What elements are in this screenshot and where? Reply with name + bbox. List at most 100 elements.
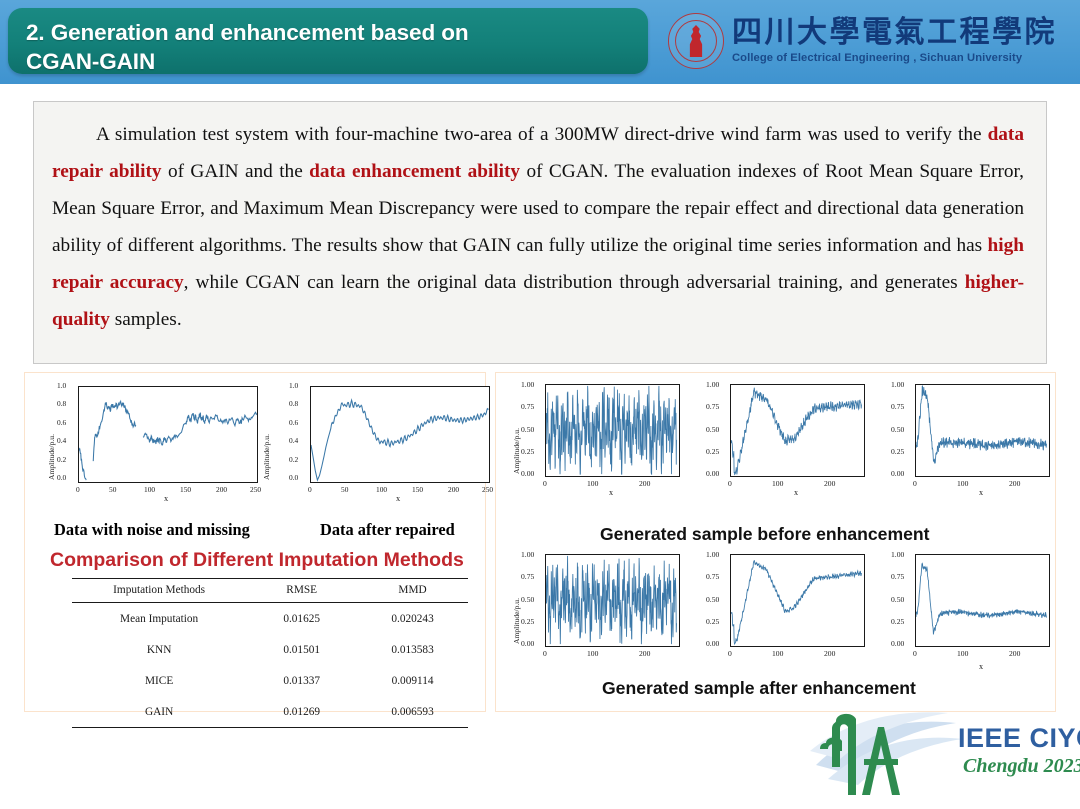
x-tick: 100 <box>587 649 599 658</box>
x-axis-label: x <box>164 494 169 503</box>
y-tick: 0.50 <box>521 424 535 434</box>
x-tick: 0 <box>728 649 732 658</box>
y-tick: 0.2 <box>57 454 67 464</box>
y-axis-label: Amplitude/p.u. <box>47 434 56 480</box>
y-tick: 1.0 <box>57 381 67 390</box>
x-tick: 150 <box>412 485 424 494</box>
line-plot-svg <box>731 385 864 476</box>
chart-before-3: x 1.00 0.75 0.50 0.25 0.00 0 100 200 <box>875 378 1055 513</box>
plot-area <box>545 554 680 647</box>
x-tick: 200 <box>1009 479 1021 488</box>
x-tick: 150 <box>180 485 192 494</box>
y-tick: 0.00 <box>521 469 535 478</box>
y-tick: 0.8 <box>57 399 67 409</box>
x-tick: 0 <box>76 485 80 494</box>
body-text-run: samples. <box>109 309 182 330</box>
y-tick: 0.6 <box>289 417 299 427</box>
column-header-method: Imputation Methods <box>72 578 247 603</box>
y-axis-label: Amplitude/p.u. <box>512 428 521 474</box>
y-tick: 1.00 <box>891 550 905 559</box>
body-text-run: of CGAN. The evaluation indexes of Root … <box>52 161 1024 256</box>
line-plot-svg <box>311 387 489 482</box>
highlight-phrase: high repair accuracy <box>52 235 1024 293</box>
chart-before-1: Amplitude/p.u. x 1.00 0.75 0.50 0.25 0.0… <box>505 378 685 513</box>
x-tick: 100 <box>957 649 969 658</box>
x-tick: 100 <box>772 649 784 658</box>
line-plot-svg <box>546 555 679 646</box>
x-tick: 200 <box>448 485 460 494</box>
line-plot-svg <box>916 555 1049 646</box>
cell-mmd: 0.013583 <box>391 643 434 656</box>
abstract-paragraph: A simulation test system with four-machi… <box>52 116 1024 338</box>
university-seal-icon <box>668 13 724 69</box>
y-tick: 0.00 <box>706 469 720 478</box>
y-tick: 0.00 <box>706 639 720 648</box>
y-tick: 1.00 <box>706 550 720 559</box>
x-tick: 0 <box>728 479 732 488</box>
y-tick: 0.4 <box>57 436 67 446</box>
y-tick: 0.4 <box>289 436 299 446</box>
column-header-rmse: RMSE <box>246 578 358 603</box>
y-tick: 1.00 <box>706 380 720 389</box>
column-header-mmd: MMD <box>357 578 468 603</box>
chart-after-1: Amplitude/p.u. 1.00 0.75 0.50 0.25 0.00 … <box>505 548 685 683</box>
x-tick: 100 <box>772 479 784 488</box>
plot-area <box>915 384 1050 477</box>
y-tick: 1.00 <box>521 550 535 559</box>
y-tick: 0.8 <box>289 399 299 409</box>
y-tick: 0.75 <box>891 572 905 581</box>
y-tick: 0.25 <box>521 617 535 626</box>
cell-method: MICE <box>144 674 174 687</box>
y-tick: 0.75 <box>521 572 535 581</box>
x-axis-label: x <box>396 494 401 503</box>
y-tick: 0.25 <box>706 617 720 626</box>
cell-method: Mean Imputation <box>120 612 199 625</box>
y-tick: 1.0 <box>289 381 299 390</box>
x-tick: 50 <box>109 485 117 494</box>
y-tick: 0.50 <box>521 594 535 604</box>
y-tick: 0.50 <box>891 424 905 434</box>
caption-noisy-missing: Data with noise and missing <box>54 520 250 539</box>
cell-rmse: 0.01337 <box>283 674 321 687</box>
ieee-logo-title: IEEE CIYCEE <box>958 723 1080 753</box>
highlight-phrase: data enhancement ability <box>309 161 521 182</box>
y-tick: 0.25 <box>521 447 535 456</box>
page-title: 2. Generation and enhancement based on C… <box>26 20 469 74</box>
x-axis-label: x <box>794 488 799 497</box>
chart-after-3: x 1.00 0.75 0.50 0.25 0.00 0 100 200 <box>875 548 1055 688</box>
y-tick: 0.00 <box>891 639 905 648</box>
body-text-run: of GAIN and the <box>161 161 310 182</box>
x-tick: 200 <box>639 479 651 488</box>
x-tick: 0 <box>913 649 917 658</box>
x-tick: 200 <box>216 485 228 494</box>
x-tick: 0 <box>543 479 547 488</box>
y-axis-label: Amplitude/p.u. <box>512 598 521 644</box>
y-tick: 0.75 <box>891 402 905 411</box>
slide-title-box: 2. Generation and enhancement based on C… <box>8 8 648 74</box>
x-tick: 250 <box>482 485 494 494</box>
y-tick: 0.50 <box>706 424 720 434</box>
body-text-run: A simulation test system with four-machi… <box>96 124 988 145</box>
table-header-row: Imputation Methods RMSE MMD <box>72 578 468 603</box>
y-tick: 1.00 <box>521 380 535 389</box>
highlight-phrase: higher-quality <box>52 272 1024 330</box>
plot-area <box>78 386 258 483</box>
y-axis-label-right: Amplitude/p.u. <box>262 434 271 480</box>
x-tick: 200 <box>639 649 651 658</box>
cell-rmse: 0.01501 <box>283 643 321 656</box>
y-tick: 0.75 <box>706 402 720 411</box>
table-row: KNN 0.01501 0.013583 <box>72 634 468 665</box>
line-plot-svg <box>916 385 1049 476</box>
table-row: MICE 0.01337 0.009114 <box>72 665 468 696</box>
caption-before-enhancement: Generated sample before enhancement <box>600 524 930 544</box>
ieee-logo-subtitle: Chengdu 2023 <box>963 755 1080 777</box>
x-tick: 200 <box>824 649 836 658</box>
x-tick: 250 <box>250 485 262 494</box>
caption-repaired: Data after repaired <box>320 520 455 539</box>
body-text-run: , while CGAN can learn the original data… <box>183 272 965 293</box>
plot-area <box>730 554 865 647</box>
imputation-comparison-table: Imputation Methods RMSE MMD Mean Imputat… <box>72 578 468 728</box>
highlight-phrase: data repair ability <box>52 124 1024 182</box>
y-tick: 0.00 <box>521 639 535 648</box>
x-tick: 0 <box>308 485 312 494</box>
